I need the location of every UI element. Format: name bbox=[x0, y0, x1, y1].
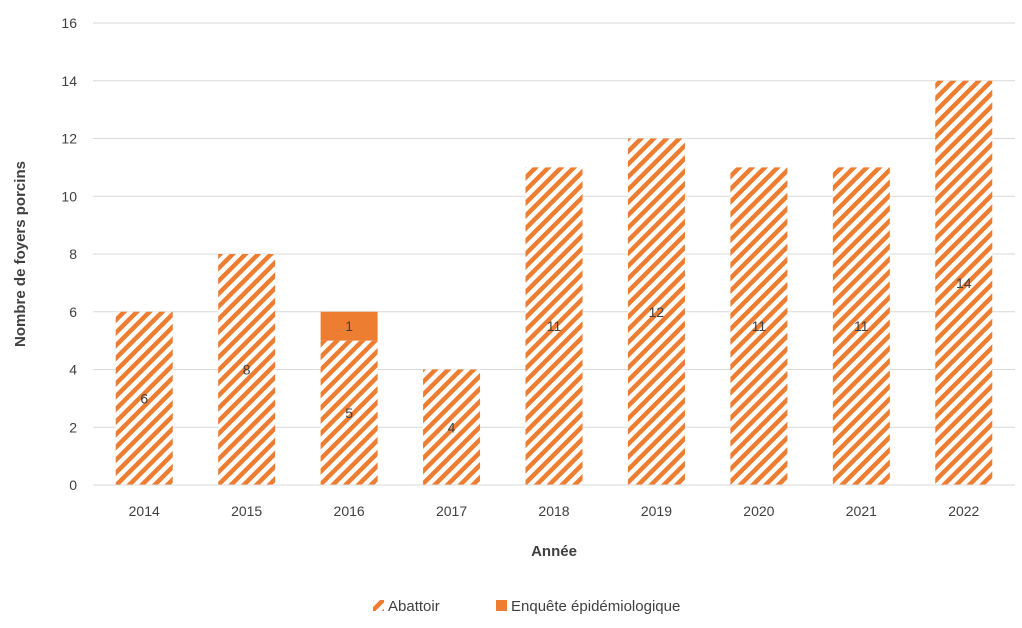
x-tick-label: 2019 bbox=[641, 503, 672, 519]
y-axis-title: Nombre de foyers porcins bbox=[12, 161, 29, 347]
data-label: 4 bbox=[448, 419, 456, 435]
data-label: 14 bbox=[956, 275, 972, 291]
y-tick-label: 16 bbox=[61, 15, 77, 31]
bar-abattoir-2018 bbox=[525, 167, 583, 485]
legend-label-abattoir: Abattoir bbox=[388, 598, 440, 615]
bar-abattoir-2022 bbox=[935, 80, 993, 485]
y-tick-label: 10 bbox=[61, 188, 77, 204]
x-tick-label: 2021 bbox=[846, 503, 877, 519]
x-tick-label: 2018 bbox=[538, 503, 569, 519]
data-label: 11 bbox=[752, 318, 767, 334]
x-tick-label: 2015 bbox=[231, 503, 262, 519]
x-tick-label: 2016 bbox=[334, 503, 365, 519]
data-label: 1 bbox=[345, 318, 353, 334]
y-tick-label: 2 bbox=[69, 419, 77, 435]
x-tick-label: 2020 bbox=[743, 503, 774, 519]
bars bbox=[115, 80, 993, 485]
x-axis-title: Année bbox=[531, 543, 577, 560]
data-label: 8 bbox=[243, 362, 251, 378]
legend: Abattoir Enquête épidémiologique bbox=[373, 598, 680, 615]
bar-abattoir-2016 bbox=[320, 340, 378, 485]
bar-abattoir-2014 bbox=[115, 311, 173, 485]
y-tick-label: 12 bbox=[61, 131, 77, 147]
data-label: 11 bbox=[854, 318, 869, 334]
legend-swatch-abattoir bbox=[373, 600, 384, 611]
bar-abattoir-2017 bbox=[423, 369, 481, 485]
x-tick-label: 2022 bbox=[948, 503, 979, 519]
x-tick-label: 2017 bbox=[436, 503, 467, 519]
bar-abattoir-2020 bbox=[730, 167, 788, 485]
data-label: 11 bbox=[547, 318, 562, 334]
y-tick-label: 14 bbox=[61, 73, 77, 89]
y-tick-label: 6 bbox=[69, 304, 77, 320]
bar-enquete-2016 bbox=[320, 311, 378, 341]
x-tick-label: 2014 bbox=[129, 503, 160, 519]
data-label: 12 bbox=[649, 304, 665, 320]
bar-abattoir-2015 bbox=[218, 254, 276, 485]
legend-label-enquete: Enquête épidémiologique bbox=[511, 598, 680, 615]
data-label: 5 bbox=[345, 405, 353, 421]
y-axis-ticks: 0 2 4 6 8 10 12 14 16 bbox=[61, 15, 77, 493]
legend-swatch-enquete bbox=[496, 600, 507, 611]
x-axis-ticks: 2014 2015 2016 2017 2018 2019 2020 2021 2022 bbox=[129, 503, 980, 519]
y-tick-label: 0 bbox=[69, 477, 77, 493]
bar-abattoir-2021 bbox=[832, 167, 890, 485]
bar-abattoir-2019 bbox=[627, 138, 685, 485]
data-label: 6 bbox=[140, 390, 148, 406]
y-tick-label: 4 bbox=[69, 362, 77, 378]
y-tick-label: 8 bbox=[69, 246, 77, 262]
